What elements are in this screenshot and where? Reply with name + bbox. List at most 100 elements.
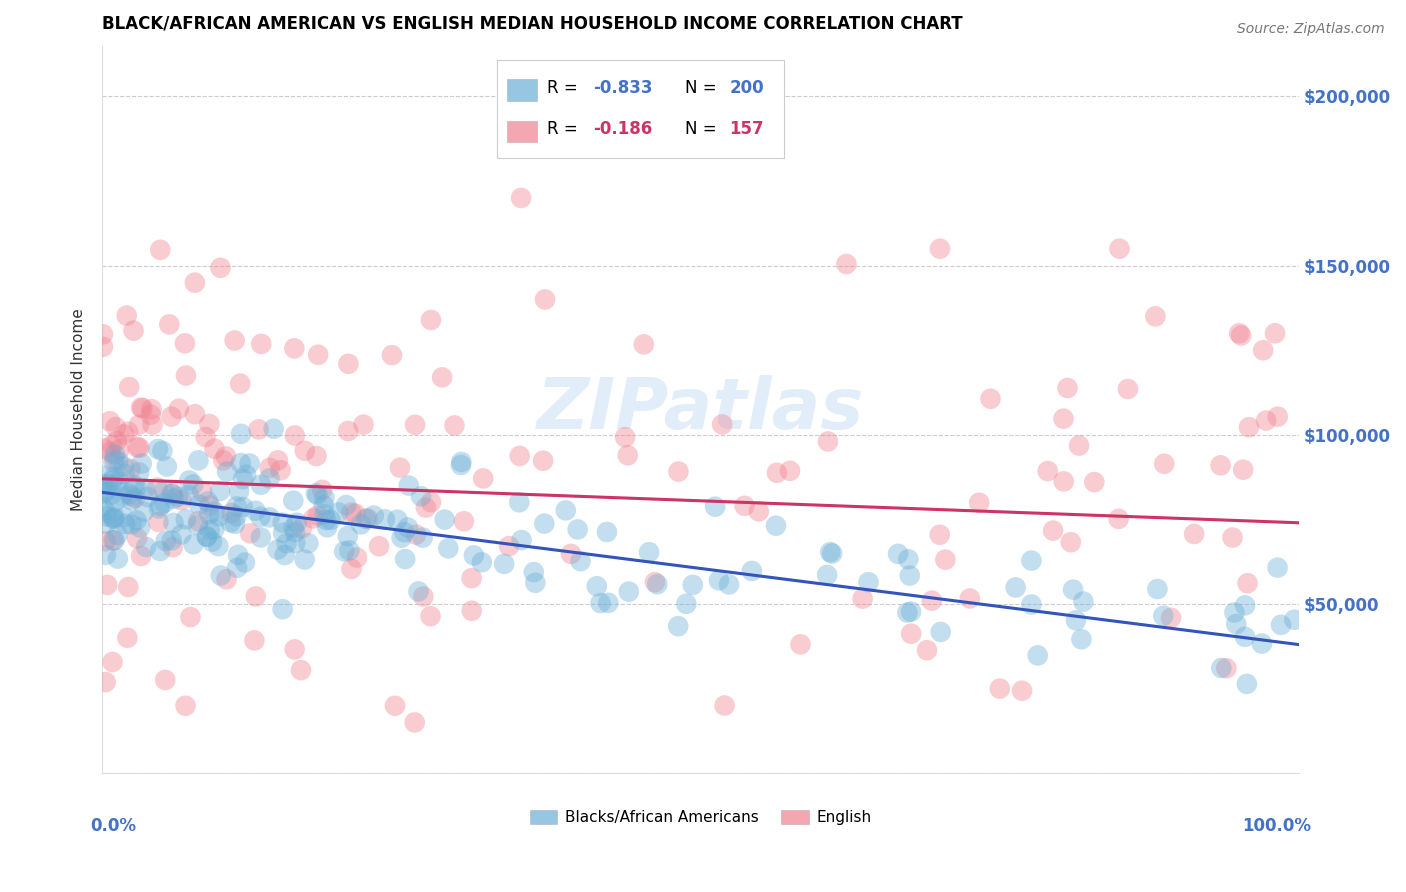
- Point: [105, 434, 128, 448]
- Point: [704, 500, 727, 514]
- Point: [101, 438, 124, 452]
- Point: [250, 337, 273, 351]
- Point: [412, 531, 434, 545]
- Point: [94, 534, 117, 549]
- Point: [614, 430, 637, 444]
- Point: [156, 459, 179, 474]
- Point: [1182, 527, 1205, 541]
- Point: [155, 673, 177, 687]
- Text: N =: N =: [685, 120, 721, 138]
- Point: [112, 510, 135, 524]
- Point: [204, 505, 226, 519]
- Point: [1083, 475, 1105, 489]
- Point: [419, 609, 441, 624]
- Point: [524, 575, 547, 590]
- Point: [129, 549, 152, 563]
- Point: [122, 478, 145, 492]
- Point: [311, 483, 333, 497]
- Point: [734, 499, 756, 513]
- Point: [100, 487, 122, 501]
- Point: [194, 430, 217, 444]
- Point: [302, 511, 325, 525]
- Point: [228, 484, 250, 499]
- Point: [314, 491, 336, 505]
- Point: [128, 466, 150, 480]
- Point: [91, 340, 114, 354]
- Point: [1251, 636, 1274, 650]
- Point: [1237, 420, 1260, 434]
- Point: [91, 327, 114, 342]
- Point: [1026, 648, 1049, 663]
- Point: [271, 602, 294, 616]
- Point: [118, 487, 141, 501]
- Point: [316, 520, 339, 534]
- Point: [212, 453, 235, 467]
- Point: [263, 422, 285, 436]
- Point: [167, 401, 190, 416]
- Point: [283, 493, 305, 508]
- Point: [93, 468, 115, 483]
- Point: [765, 518, 787, 533]
- Point: [596, 524, 619, 539]
- Point: [121, 489, 143, 503]
- Legend: Blacks/African Americans, English: Blacks/African Americans, English: [523, 804, 877, 831]
- Point: [1256, 413, 1278, 427]
- Point: [818, 545, 841, 559]
- Point: [1108, 242, 1130, 256]
- Point: [167, 490, 190, 504]
- Point: [239, 457, 262, 471]
- Point: [141, 402, 163, 417]
- Point: [305, 486, 328, 500]
- Point: [928, 527, 950, 541]
- Point: [239, 526, 262, 541]
- Point: [117, 580, 139, 594]
- Point: [103, 470, 125, 484]
- Point: [273, 548, 295, 562]
- Point: [120, 517, 142, 532]
- Point: [1267, 560, 1289, 574]
- Point: [195, 530, 218, 544]
- Point: [353, 417, 375, 432]
- Point: [225, 500, 247, 514]
- Point: [107, 454, 129, 468]
- Point: [1070, 632, 1092, 647]
- Point: [374, 512, 396, 526]
- Point: [139, 408, 162, 422]
- Point: [125, 513, 148, 527]
- Point: [276, 536, 298, 550]
- Point: [215, 465, 238, 479]
- Point: [405, 527, 427, 541]
- Point: [598, 596, 620, 610]
- Point: [209, 260, 232, 275]
- Point: [979, 392, 1001, 406]
- Point: [560, 547, 582, 561]
- Point: [408, 584, 430, 599]
- Point: [290, 663, 312, 677]
- Point: [305, 449, 328, 463]
- Point: [510, 533, 533, 547]
- Point: [229, 426, 252, 441]
- Point: [146, 442, 169, 456]
- Point: [967, 496, 990, 510]
- Point: [1270, 618, 1292, 632]
- Point: [398, 478, 420, 492]
- Point: [187, 514, 209, 528]
- Point: [419, 313, 441, 327]
- Text: 200: 200: [730, 78, 763, 97]
- Point: [350, 517, 373, 532]
- Point: [1152, 608, 1174, 623]
- Point: [633, 337, 655, 351]
- Point: [821, 547, 844, 561]
- Point: [135, 540, 157, 554]
- Point: [1042, 524, 1064, 538]
- Point: [112, 459, 135, 474]
- Point: [1264, 326, 1286, 341]
- Point: [315, 513, 337, 527]
- Point: [215, 450, 238, 464]
- Text: -0.186: -0.186: [593, 120, 652, 138]
- Point: [129, 520, 152, 534]
- Point: [1251, 343, 1274, 358]
- Point: [245, 504, 267, 518]
- Point: [100, 445, 122, 459]
- Point: [589, 596, 612, 610]
